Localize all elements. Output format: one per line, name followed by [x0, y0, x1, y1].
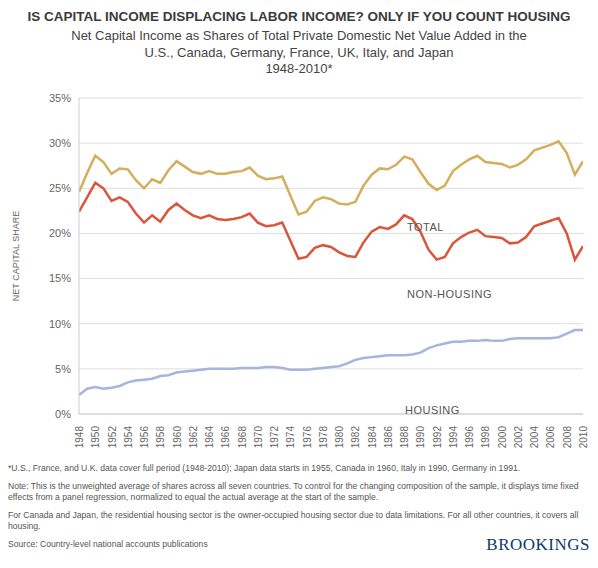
svg-text:NET CAPITAL SHARE: NET CAPITAL SHARE: [11, 211, 21, 301]
svg-text:30%: 30%: [49, 137, 71, 149]
html-text:Note: This is the unweighted a: Note: This is the unweighted average of …: [8, 480, 579, 502]
svg-text:1958: 1958: [155, 426, 166, 449]
svg-text:20%: 20%: [49, 227, 71, 239]
svg-text:1998: 1998: [480, 426, 491, 449]
svg-text:5%: 5%: [55, 363, 71, 375]
svg-text:1980: 1980: [334, 426, 345, 449]
html-text:BROOKINGS: BROOKINGS: [486, 534, 590, 554]
html-text:U.S., Canada, Germany, France,: U.S., Canada, Germany, France, UK, Italy…: [144, 44, 454, 60]
html-text:TOTAL: TOTAL: [407, 221, 444, 233]
svg-text:1968: 1968: [237, 426, 248, 449]
html-text:Source: Country-level national: Source: Country-level national accounts …: [8, 538, 208, 549]
svg-text:2000: 2000: [497, 426, 508, 449]
html-text:Net Capital Income as Shares o: Net Capital Income as Shares of Total Pr…: [71, 28, 527, 43]
svg-text:1982: 1982: [350, 426, 361, 449]
svg-text:1972: 1972: [269, 426, 280, 449]
svg-text:1948: 1948: [74, 426, 85, 449]
html-text:NON-HOUSING: NON-HOUSING: [407, 288, 492, 300]
svg-text:1978: 1978: [318, 426, 329, 449]
svg-text:25%: 25%: [49, 182, 71, 194]
svg-text:2008: 2008: [562, 426, 573, 449]
svg-text:1966: 1966: [220, 426, 231, 449]
svg-text:1956: 1956: [139, 426, 150, 449]
html-text:IS CAPITAL INCOME DISPLACING L: IS CAPITAL INCOME DISPLACING LABOR INCOM…: [27, 9, 571, 24]
svg-text:1994: 1994: [448, 426, 459, 449]
svg-text:1976: 1976: [302, 426, 313, 449]
svg-text:1962: 1962: [188, 426, 199, 449]
svg-text:1996: 1996: [464, 426, 475, 449]
svg-text:1952: 1952: [107, 426, 118, 449]
svg-text:10%: 10%: [49, 318, 71, 330]
svg-text:1988: 1988: [399, 426, 410, 449]
html-text:HOUSING: HOUSING: [405, 404, 460, 416]
svg-text:2004: 2004: [529, 426, 540, 449]
svg-text:0%: 0%: [55, 408, 71, 420]
html-text:*U.S., France, and U.K. data c: *U.S., France, and U.K. data cover full …: [8, 463, 521, 473]
svg-text:2006: 2006: [545, 426, 556, 449]
svg-text:1964: 1964: [204, 426, 215, 449]
svg-text:1954: 1954: [123, 426, 134, 449]
svg-text:15%: 15%: [49, 272, 71, 284]
svg-text:1970: 1970: [253, 426, 264, 449]
svg-text:1992: 1992: [432, 426, 443, 449]
svg-text:2010: 2010: [578, 426, 589, 449]
svg-text:1984: 1984: [367, 426, 378, 449]
svg-text:1990: 1990: [415, 426, 426, 449]
html-text:1948-2010*: 1948-2010*: [265, 61, 333, 76]
svg-text:1950: 1950: [90, 426, 101, 449]
svg-text:1974: 1974: [285, 426, 296, 449]
svg-text:1986: 1986: [383, 426, 394, 449]
svg-text:35%: 35%: [49, 92, 71, 104]
svg-text:1960: 1960: [172, 426, 183, 449]
svg-text:2002: 2002: [513, 426, 524, 449]
html-text:For Canada and Japan, the resi: For Canada and Japan, the residential ho…: [8, 509, 579, 531]
